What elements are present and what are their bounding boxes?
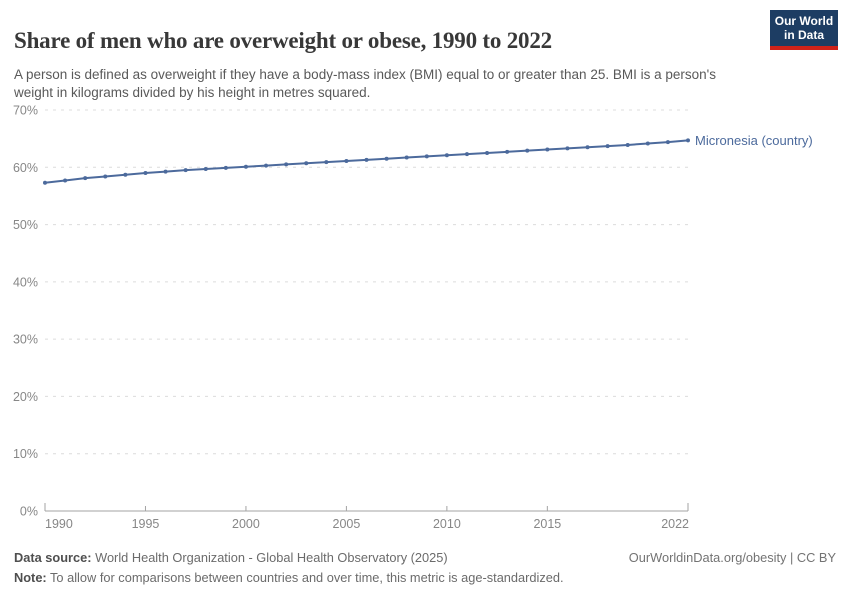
- data-point[interactable]: [464, 152, 469, 157]
- note-line: Note: To allow for comparisons between c…: [14, 568, 836, 588]
- data-point[interactable]: [344, 158, 349, 163]
- data-point[interactable]: [243, 164, 248, 169]
- data-point[interactable]: [183, 168, 188, 173]
- x-tick-label: 2010: [433, 517, 461, 531]
- data-point[interactable]: [485, 150, 490, 155]
- data-point[interactable]: [444, 153, 449, 158]
- x-tick-label: 2015: [533, 517, 561, 531]
- data-point[interactable]: [163, 169, 168, 174]
- data-point[interactable]: [103, 174, 108, 179]
- data-point[interactable]: [585, 145, 590, 150]
- y-tick-label: 30%: [13, 333, 38, 347]
- datasource-text: World Health Organization - Global Healt…: [95, 550, 448, 565]
- note-text: To allow for comparisons between countri…: [50, 570, 564, 585]
- chart-subtitle: A person is defined as overweight if the…: [14, 66, 716, 100]
- x-tick-label: 2005: [333, 517, 361, 531]
- owid-logo-line2: in Data: [783, 28, 824, 42]
- datasource-label: Data source:: [14, 550, 92, 565]
- data-point[interactable]: [545, 147, 550, 152]
- data-point[interactable]: [505, 149, 510, 154]
- data-point[interactable]: [665, 140, 670, 145]
- data-point[interactable]: [324, 160, 329, 165]
- y-tick-label: 0%: [20, 505, 38, 519]
- data-point[interactable]: [203, 167, 208, 172]
- x-tick-label: 1995: [132, 517, 160, 531]
- y-tick-label: 50%: [13, 218, 38, 232]
- y-tick-label: 40%: [13, 275, 38, 289]
- datasource-line: Data source: World Health Organization -…: [14, 548, 836, 568]
- x-tick-label: 2022: [661, 517, 689, 531]
- data-point[interactable]: [605, 144, 610, 149]
- owid-logo[interactable]: Our World in Data: [770, 10, 838, 50]
- note-label: Note:: [14, 570, 47, 585]
- y-tick-label: 70%: [13, 104, 38, 118]
- data-point[interactable]: [63, 178, 68, 183]
- data-point[interactable]: [525, 148, 530, 153]
- y-tick-label: 60%: [13, 161, 38, 175]
- data-point[interactable]: [43, 180, 47, 185]
- data-point[interactable]: [364, 157, 369, 162]
- x-tick-label: 1990: [45, 517, 73, 531]
- data-point[interactable]: [284, 162, 289, 167]
- data-point[interactable]: [83, 176, 88, 181]
- x-tick-label: 2000: [232, 517, 260, 531]
- data-point[interactable]: [143, 171, 148, 176]
- data-point[interactable]: [304, 161, 309, 166]
- footer: Data source: World Health Organization -…: [14, 548, 836, 588]
- footer-citation-link[interactable]: OurWorldinData.org/obesity | CC BY: [628, 550, 836, 565]
- data-point[interactable]: [424, 154, 429, 159]
- data-point[interactable]: [123, 172, 128, 177]
- series-entity-label[interactable]: Micronesia (country): [695, 133, 813, 148]
- data-point[interactable]: [404, 155, 409, 160]
- owid-logo-line1: Our World: [774, 14, 834, 28]
- data-point[interactable]: [223, 165, 228, 170]
- page-title: Share of men who are overweight or obese…: [14, 28, 552, 54]
- data-point[interactable]: [565, 146, 570, 151]
- y-tick-label: 10%: [13, 447, 38, 461]
- y-tick-label: 20%: [13, 390, 38, 404]
- data-point[interactable]: [264, 163, 269, 168]
- data-point[interactable]: [645, 141, 650, 146]
- data-point[interactable]: [384, 156, 389, 161]
- data-point[interactable]: [686, 138, 690, 143]
- data-point[interactable]: [625, 142, 630, 147]
